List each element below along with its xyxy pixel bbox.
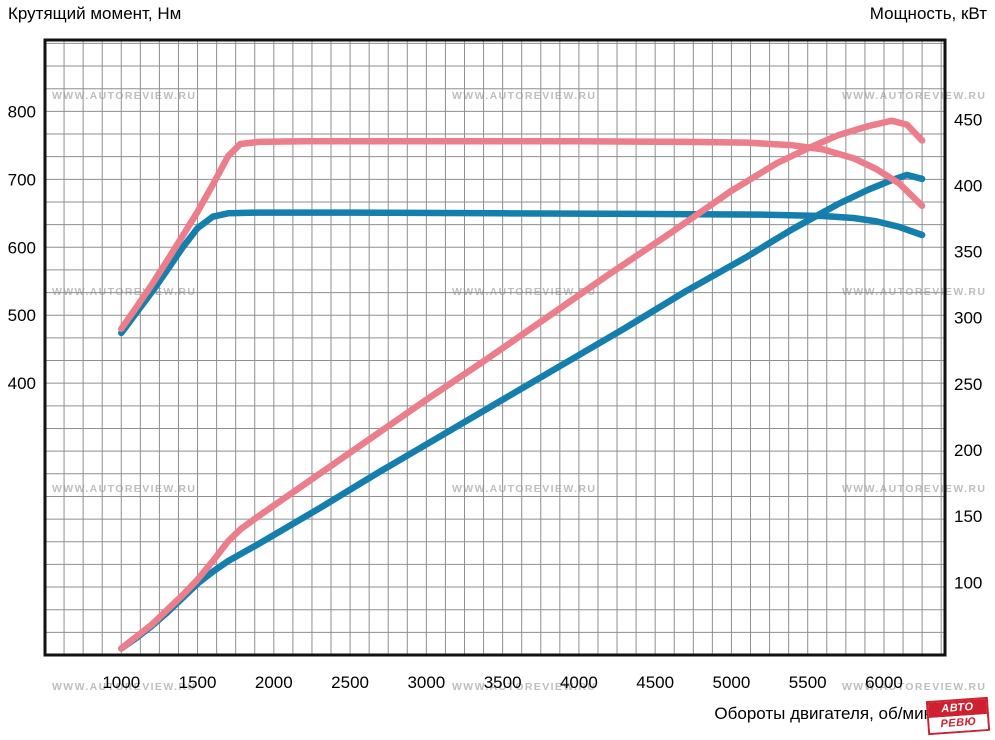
- right-tick-label: 100: [954, 573, 982, 592]
- x-tick-label: 5500: [789, 673, 827, 692]
- watermark-text: WWW.AUTOREVIEW.RU: [842, 681, 987, 693]
- x-tick-label: 3000: [407, 673, 445, 692]
- watermark-text: WWW.AUTOREVIEW.RU: [52, 681, 197, 693]
- right-tick-label: 300: [954, 309, 982, 328]
- x-tick-label: 3500: [484, 673, 522, 692]
- right-tick-label: 450: [954, 110, 982, 129]
- right-axis-title: Мощность, кВт: [869, 4, 987, 23]
- series-power-red: [118, 117, 926, 652]
- series-torque-blue: [118, 209, 926, 337]
- watermark-text: WWW.AUTOREVIEW.RU: [452, 90, 597, 102]
- watermark-text: WWW.AUTOREVIEW.RU: [842, 90, 987, 102]
- left-tick-label: 600: [8, 238, 36, 257]
- left-tick-label: 400: [8, 374, 36, 393]
- watermark-text: WWW.AUTOREVIEW.RU: [452, 681, 597, 693]
- x-tick-label: 5000: [713, 673, 751, 692]
- right-tick-label: 400: [954, 176, 982, 195]
- grid-lines: [45, 40, 945, 655]
- plot-frame: [43, 38, 947, 657]
- x-tick-label: 4000: [560, 673, 598, 692]
- autoreview-logo-bottom: РЕВЮ: [929, 713, 988, 733]
- series-torque-red: [118, 138, 926, 333]
- right-tick-label: 350: [954, 243, 982, 262]
- left-axis-title: Крутящий момент, Нм: [8, 4, 182, 23]
- left-tick-label: 800: [8, 102, 36, 121]
- left-tick-label: 700: [8, 170, 36, 189]
- x-tick-label: 1500: [179, 673, 217, 692]
- x-tick-label: 1000: [102, 673, 140, 692]
- right-tick-label: 200: [954, 441, 982, 460]
- left-tick-label: 500: [8, 306, 36, 325]
- watermark-text: WWW.AUTOREVIEW.RU: [452, 286, 597, 298]
- x-tick-label: 2000: [255, 673, 293, 692]
- right-tick-label: 150: [954, 507, 982, 526]
- x-axis-title: Обороты двигателя, об/мин: [714, 704, 933, 723]
- x-tick-label: 2500: [331, 673, 369, 692]
- watermark-text: WWW.AUTOREVIEW.RU: [842, 286, 987, 298]
- watermark-text: WWW.AUTOREVIEW.RU: [842, 483, 987, 495]
- autoreview-logo: АВТО РЕВЮ: [925, 696, 991, 736]
- x-tick-label: 6000: [865, 673, 903, 692]
- right-tick-label: 250: [954, 375, 982, 394]
- x-tick-label: 4500: [636, 673, 674, 692]
- watermark-text: WWW.AUTOREVIEW.RU: [452, 483, 597, 495]
